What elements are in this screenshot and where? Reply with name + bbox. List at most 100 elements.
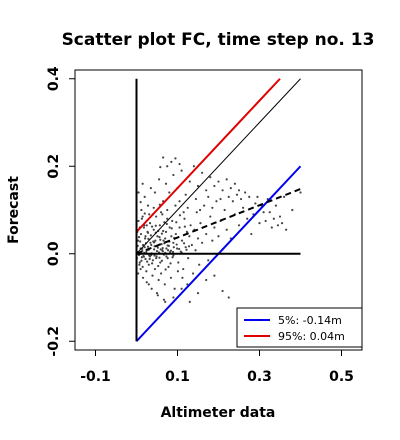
data-point-148 <box>213 274 216 277</box>
data-point-14 <box>154 239 157 242</box>
data-point-124 <box>188 180 191 183</box>
data-point-163 <box>207 195 210 198</box>
data-point-103 <box>262 211 265 214</box>
data-point-114 <box>149 187 152 190</box>
data-point-18 <box>159 261 162 264</box>
data-point-138 <box>166 165 169 168</box>
data-point-146 <box>196 292 200 295</box>
data-point-80 <box>199 222 202 225</box>
scatter-points <box>135 156 302 303</box>
data-point-100 <box>250 232 253 236</box>
data-point-127 <box>201 171 204 174</box>
data-point-92 <box>223 208 226 212</box>
data-point-99 <box>246 217 249 220</box>
data-point-44 <box>155 215 158 218</box>
line-identity <box>136 78 301 255</box>
plot-border <box>74 69 363 351</box>
data-point-164 <box>211 206 214 209</box>
data-point-132 <box>221 189 224 192</box>
data-point-106 <box>274 204 277 207</box>
data-point-110 <box>299 191 302 194</box>
data-point-218 <box>146 231 150 234</box>
data-point-16 <box>156 246 159 249</box>
data-point-8 <box>146 245 150 248</box>
data-point-40 <box>150 243 153 247</box>
data-point-191 <box>148 257 151 261</box>
axis-ticks: -0.1 0.1 0.3 0.5 -0.2 0.0 0.2 0.4 <box>46 66 354 385</box>
data-point-165 <box>219 197 222 201</box>
data-point-53 <box>166 208 169 212</box>
data-point-198 <box>157 264 160 268</box>
data-point-178 <box>280 222 284 225</box>
data-point-136 <box>237 189 241 192</box>
data-point-19 <box>160 243 163 246</box>
data-point-76 <box>194 249 197 252</box>
data-point-67 <box>183 217 186 220</box>
data-point-220 <box>150 225 154 228</box>
data-point-195 <box>153 254 156 257</box>
data-point-111 <box>140 208 143 212</box>
data-point-267 <box>175 243 178 246</box>
data-point-244 <box>160 232 164 235</box>
data-point-102 <box>258 222 261 225</box>
data-point-116 <box>157 178 161 181</box>
data-point-89 <box>217 235 220 238</box>
data-point-6 <box>144 257 147 261</box>
data-point-168 <box>239 197 243 201</box>
data-point-34 <box>142 226 145 229</box>
data-point-82 <box>203 204 206 207</box>
data-point-183 <box>139 240 142 243</box>
data-point-255 <box>142 255 145 258</box>
data-point-256 <box>145 250 148 254</box>
data-point-83 <box>205 232 208 236</box>
data-point-38 <box>147 263 150 266</box>
data-point-152 <box>141 215 144 218</box>
data-point-87 <box>213 226 216 229</box>
data-point-29 <box>172 246 175 249</box>
x-tick-label-2: 0.3 <box>247 369 272 385</box>
data-point-199 <box>158 236 161 239</box>
data-point-39 <box>148 222 152 225</box>
data-point-192 <box>149 234 152 237</box>
data-point-126 <box>196 184 200 188</box>
data-point-221 <box>153 241 156 244</box>
data-point-69 <box>185 230 189 233</box>
y-tick-label-2: 0.2 <box>46 154 62 179</box>
data-point-78 <box>196 237 200 240</box>
data-point-142 <box>164 300 167 303</box>
data-point-23 <box>165 247 168 250</box>
data-point-213 <box>176 270 180 273</box>
data-point-85 <box>209 215 212 218</box>
data-point-133 <box>225 178 228 181</box>
data-point-24 <box>166 257 169 260</box>
data-point-33 <box>141 265 144 268</box>
data-point-52 <box>164 230 168 233</box>
data-point-3 <box>140 256 143 259</box>
data-point-119 <box>168 191 171 194</box>
data-point-149 <box>221 289 224 293</box>
data-point-47 <box>158 224 161 227</box>
data-point-150 <box>227 296 230 299</box>
data-point-112 <box>143 195 146 198</box>
data-point-12 <box>151 259 154 262</box>
data-point-239 <box>150 287 153 290</box>
data-point-60 <box>174 232 177 236</box>
data-point-167 <box>235 193 239 196</box>
data-point-260 <box>155 250 159 253</box>
data-point-262 <box>161 246 164 250</box>
data-point-222 <box>155 257 158 260</box>
line-upper <box>135 78 281 233</box>
legend-label-5pct: 5%: -0.14m <box>278 314 342 327</box>
data-point-250 <box>159 166 162 169</box>
plot-frame <box>74 69 363 351</box>
data-point-187 <box>143 246 146 249</box>
data-point-155 <box>160 211 163 214</box>
data-point-172 <box>256 195 259 198</box>
data-point-179 <box>285 228 288 231</box>
data-point-139 <box>170 160 173 163</box>
data-point-227 <box>165 255 168 258</box>
data-point-212 <box>175 221 178 224</box>
data-point-79 <box>198 263 201 266</box>
data-point-241 <box>154 224 157 227</box>
